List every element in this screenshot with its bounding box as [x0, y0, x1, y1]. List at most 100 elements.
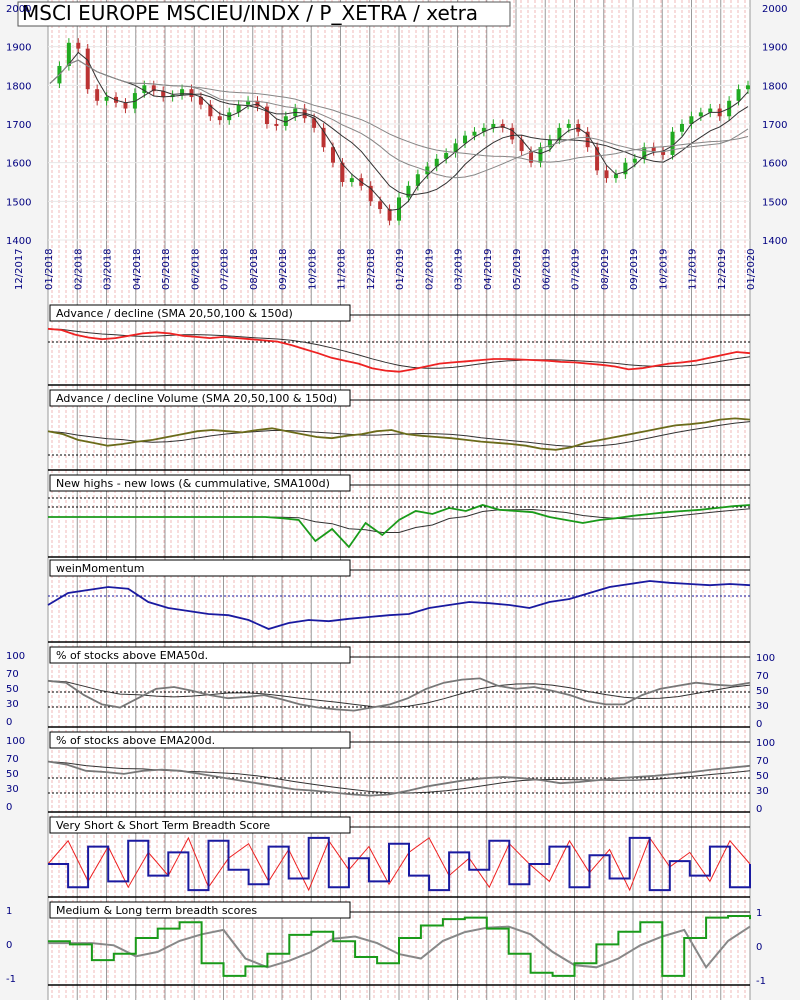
panel-left-tick: 0	[6, 802, 12, 813]
panel-left-tick: -1	[6, 974, 16, 985]
candle-body	[142, 85, 147, 94]
panel-series-line	[48, 504, 751, 549]
candle-body	[538, 147, 543, 163]
candle-body	[312, 118, 317, 128]
panel-left-tick: 100	[6, 651, 25, 662]
candle-body	[151, 85, 156, 92]
x-tick-label: 07/2019	[571, 248, 582, 290]
candle-body	[246, 100, 251, 105]
price-left-tick: 1700	[6, 120, 31, 131]
candle-body	[510, 127, 515, 140]
candle-body	[566, 124, 571, 128]
panel-series-line	[47, 580, 751, 630]
candle-body	[746, 85, 750, 90]
price-left-tick: 1900	[6, 43, 31, 54]
panel-series-line	[47, 327, 751, 373]
panel-title-tab	[49, 816, 351, 834]
price-right-tick: 1800	[762, 81, 787, 92]
x-tick-label: 02/2019	[424, 248, 435, 290]
price-right-tick: 1600	[762, 159, 787, 170]
panel-title-tab	[49, 731, 351, 749]
candle-body	[491, 124, 496, 128]
price-left-tick: 2000	[6, 4, 31, 15]
candle-body	[698, 112, 703, 117]
panel-title: weinMomentum	[56, 562, 144, 575]
panel-left-tick: 30	[6, 784, 19, 795]
candle-body	[651, 147, 656, 152]
panel-title: Advance / decline (SMA 20,50,100 & 150d)	[56, 307, 293, 320]
panel-series-line	[47, 417, 751, 451]
panel-sma-line	[47, 328, 751, 369]
candle-body	[264, 106, 269, 124]
panel-title-tab	[49, 474, 351, 492]
panel-title: Advance / decline Volume (SMA 20,50,100 …	[56, 392, 337, 405]
candle-body	[340, 162, 345, 182]
panel-title: % of stocks above EMA50d.	[56, 649, 208, 662]
panel-series-line	[47, 760, 751, 797]
panel-right-tick: 0	[756, 942, 762, 953]
panel-sma-line	[47, 421, 751, 447]
panel-series-line	[47, 677, 751, 712]
candle-body	[76, 42, 81, 49]
candle-body	[274, 124, 279, 126]
candle-body	[330, 147, 335, 163]
panel-title-tab	[49, 901, 351, 919]
candle-body	[180, 89, 185, 95]
x-tick-label: 01/2019	[395, 248, 406, 290]
candle-body	[500, 124, 505, 128]
x-tick-label: 09/2019	[629, 248, 640, 290]
candle-body	[387, 209, 392, 221]
price-sma-line	[49, 51, 749, 211]
candle-body	[208, 104, 213, 117]
x-tick-label: 01/2020	[746, 248, 757, 290]
panel-right-tick: 1	[756, 908, 762, 919]
x-tick-label: 10/2018	[307, 248, 318, 290]
panel-right-tick: 0	[756, 804, 762, 815]
candle-body	[604, 170, 609, 179]
candle-body	[132, 93, 137, 109]
candle-body	[415, 174, 420, 186]
candle-body	[613, 174, 618, 179]
candle-body	[85, 48, 90, 90]
price-left-tick: 1800	[6, 81, 31, 92]
candle-body	[557, 127, 562, 140]
price-right-tick: 1700	[762, 120, 787, 131]
candle-body	[689, 116, 694, 124]
x-tick-label: 07/2018	[220, 248, 231, 290]
panel-title: Medium & Long term breadth scores	[56, 904, 257, 917]
candle-body	[679, 124, 684, 132]
candle-body	[547, 139, 552, 148]
price-left-tick: 1500	[6, 197, 31, 208]
panel-right-tick: 0	[756, 719, 762, 730]
panel-title-tab	[49, 559, 351, 577]
x-tick-label: 03/2019	[454, 248, 465, 290]
candle-body	[736, 89, 741, 101]
panel-title: Very Short & Short Term Breadth Score	[56, 819, 270, 832]
candle-body	[708, 108, 713, 113]
price-right-tick: 1900	[762, 43, 787, 54]
candle-body	[123, 102, 128, 109]
candle-body	[595, 147, 600, 171]
panel-right-tick: -1	[756, 976, 766, 987]
panel-left-tick: 50	[6, 684, 19, 695]
panel-title-tab	[49, 389, 351, 407]
panel-sma-line	[47, 680, 751, 708]
panel-left-tick: 50	[6, 769, 19, 780]
x-tick-label: 05/2018	[161, 248, 172, 290]
price-right-tick: 2000	[762, 4, 787, 15]
x-tick-label: 09/2018	[278, 248, 289, 290]
panel-right-tick: 50	[756, 686, 769, 697]
panel-right-tick: 70	[756, 756, 769, 767]
panel-title: New highs - new lows (& cummulative, SMA…	[56, 477, 330, 490]
candle-body	[472, 131, 477, 136]
candle-body	[661, 151, 666, 155]
panel-right-tick: 70	[756, 671, 769, 682]
chart-title: MSCI EUROPE MSCIEU/INDX / P_XETRA / xetr…	[22, 1, 478, 25]
panel-right-tick: 100	[756, 738, 775, 749]
candle-body	[623, 162, 628, 175]
x-tick-label: 12/2019	[717, 248, 728, 290]
price-left-tick: 1400	[6, 236, 31, 247]
candle-body	[368, 185, 373, 202]
